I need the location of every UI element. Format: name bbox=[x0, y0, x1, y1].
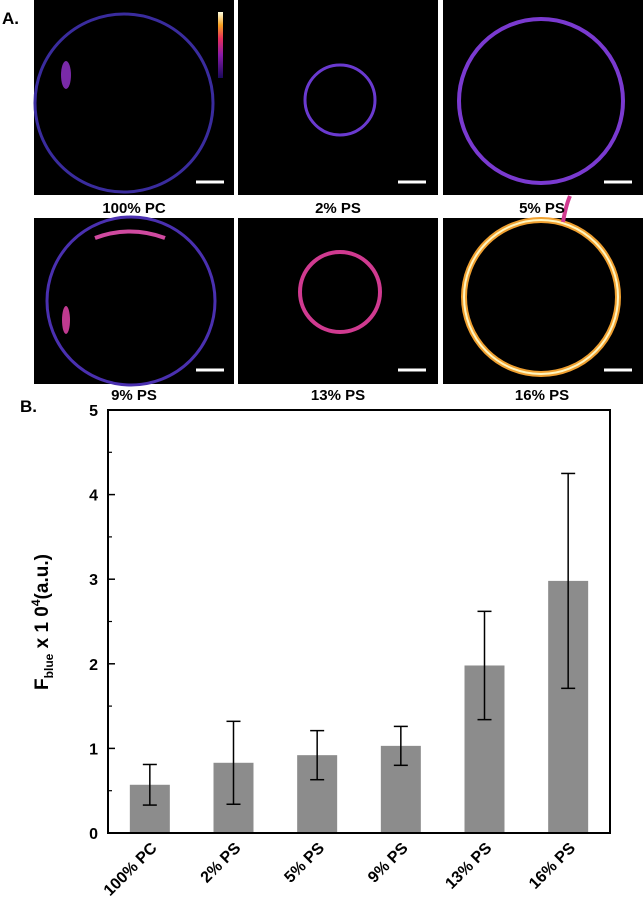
panel-label: B. bbox=[20, 397, 37, 416]
panel-label: A. bbox=[2, 9, 19, 28]
micrograph bbox=[443, 195, 643, 384]
y-tick-label: 1 bbox=[89, 741, 98, 758]
y-tick-label: 5 bbox=[89, 403, 98, 420]
y-tick-label: 0 bbox=[89, 826, 98, 843]
y-tick-label: 4 bbox=[89, 488, 98, 505]
x-tick-label: 13% PS bbox=[442, 840, 495, 893]
image-label: 2% PS bbox=[315, 200, 361, 217]
x-tick-label: 100% PC bbox=[101, 839, 161, 899]
image-label: 13% PS bbox=[311, 387, 365, 404]
plot-frame bbox=[107, 409, 611, 834]
image-label: 5% PS bbox=[519, 200, 565, 217]
y-label-part: F bbox=[32, 678, 53, 690]
y-label-part: blue bbox=[42, 653, 56, 678]
micrograph bbox=[33, 0, 234, 195]
y-label-part: x 1 0 bbox=[32, 606, 53, 654]
x-tick-label: 16% PS bbox=[526, 840, 579, 893]
x-tick-label: 5% PS bbox=[281, 840, 328, 887]
micrograph bbox=[34, 215, 234, 387]
y-tick-label: 2 bbox=[89, 657, 98, 674]
image-label: 9% PS bbox=[111, 387, 157, 404]
micrograph bbox=[443, 0, 643, 195]
x-tick-label: 2% PS bbox=[198, 840, 245, 887]
y-tick-label: 3 bbox=[89, 572, 98, 589]
y-label-part: 4 bbox=[29, 599, 43, 606]
x-tick-label: 9% PS bbox=[365, 840, 412, 887]
y-label-part: (a.u.) bbox=[32, 554, 53, 599]
y-axis-label: Fblue x 1 04(a.u.) bbox=[29, 554, 56, 690]
image-label: 100% PC bbox=[102, 200, 166, 217]
micrograph bbox=[238, 0, 438, 195]
micrograph bbox=[238, 218, 438, 384]
image-label: 16% PS bbox=[515, 387, 569, 404]
